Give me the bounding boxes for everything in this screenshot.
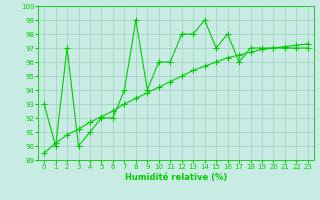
X-axis label: Humidité relative (%): Humidité relative (%): [125, 173, 227, 182]
